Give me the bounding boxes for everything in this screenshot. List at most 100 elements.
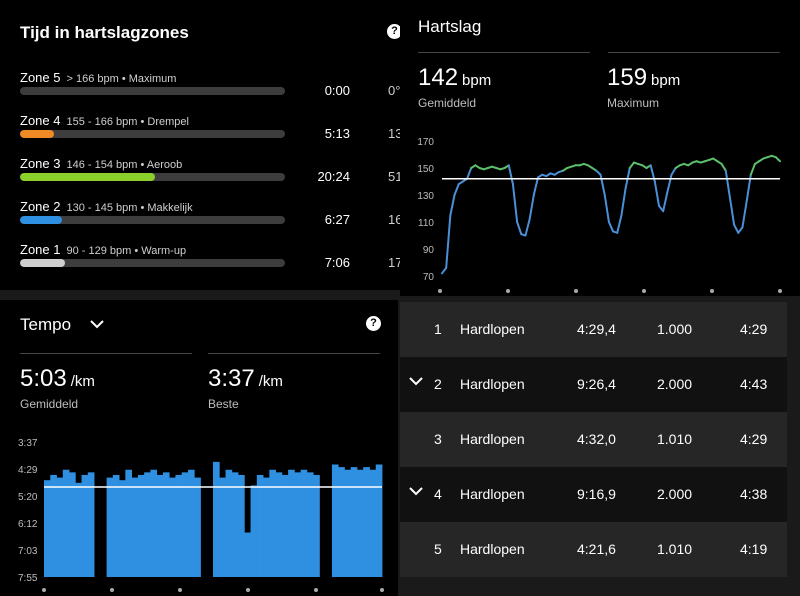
pace-bar: [300, 469, 308, 577]
zone-label: Zone 5 > 166 bpm • Maximum: [20, 70, 176, 85]
pace-bar: [112, 474, 120, 577]
zone-percent: 51°: [388, 169, 400, 184]
pace-bar: [125, 469, 133, 577]
hr-line-segment: [511, 183, 519, 223]
pace-bar: [288, 469, 295, 577]
zone-name: Zone 3: [20, 156, 61, 171]
hr-line-segment: [607, 221, 615, 233]
hr-line-segment: [662, 191, 669, 213]
hr-line-segment: [616, 214, 623, 234]
pace-bar: [81, 474, 89, 577]
zone-name: Zone 2: [20, 199, 61, 214]
zone-bar-fill: [20, 259, 66, 267]
zone-row: Zone 2 130 - 145 bpm • Makkelijk 6:27 16°: [20, 199, 400, 239]
pace-bar: [131, 477, 139, 577]
hr-line-segment: [670, 167, 677, 176]
lap-number: 1: [434, 321, 442, 337]
chevron-down-icon[interactable]: [408, 483, 424, 499]
y-tick-label: 7:03: [18, 546, 38, 557]
hr-line-segment: [728, 196, 736, 226]
y-tick-label: 130: [417, 191, 434, 202]
lap-type: Hardlopen: [460, 486, 525, 502]
hr-line-segment: [774, 156, 781, 163]
hr-line-segment: [620, 187, 627, 217]
best-pace-value: 3:37/km: [208, 365, 283, 393]
zones-title: Tijd in hartslagzones: [20, 23, 189, 42]
lap-row[interactable]: 3 Hardlopen 4:32,0 1.010 4:29: [400, 412, 787, 467]
pace-bar: [363, 467, 370, 577]
pace-bar: [231, 472, 239, 577]
lap-number: 2: [434, 376, 442, 392]
y-tick-label: 7:55: [18, 573, 38, 584]
zone-bar: [20, 216, 285, 224]
x-tick-dot: [506, 289, 510, 293]
hr-line-segment: [733, 223, 740, 234]
question-icon[interactable]: ?: [387, 24, 400, 39]
pace-bar: [219, 477, 226, 577]
pace-bar: [375, 464, 383, 577]
y-tick-label: 150: [417, 164, 434, 175]
pace-bar: [137, 474, 145, 577]
zone-percent: 16°: [388, 212, 400, 227]
hr-line-segment: [599, 173, 606, 196]
zone-bar: [20, 259, 285, 267]
zone-row: Zone 1 90 - 129 bpm • Warm-up 7:06 17°: [20, 242, 400, 282]
best-pace-label: Beste: [208, 397, 239, 411]
heart-rate-panel: Hartslag 142 bpm Gemiddeld 159 bpm Maximum…: [400, 0, 800, 296]
lap-row[interactable]: 5 Hardlopen 4:21,6 1.010 4:19: [400, 522, 787, 577]
hr-line-segment: [516, 221, 523, 236]
lap-time: 4:32,0: [577, 431, 616, 447]
lap-row[interactable]: 4 Hardlopen 9:16,9 2.000 4:38: [400, 467, 787, 522]
x-tick-dot: [42, 588, 46, 592]
lap-time: 9:16,9: [577, 486, 616, 502]
lap-type: Hardlopen: [460, 321, 525, 337]
best-pace-number: 3:37: [208, 365, 255, 392]
lap-row[interactable]: 1 Hardlopen 4:29,4 1.000 4:29: [400, 302, 787, 357]
pace-bar: [313, 474, 320, 577]
y-tick-label: 5:20: [18, 492, 38, 503]
x-tick-dot: [574, 289, 578, 293]
x-tick-dot: [380, 588, 384, 592]
x-tick-dot: [778, 289, 782, 293]
zone-percent: 13°: [388, 126, 400, 141]
hr-line-segment: [628, 161, 635, 169]
question-icon[interactable]: ?: [366, 316, 381, 331]
zone-row: Zone 5 > 166 bpm • Maximum 0:00 0°: [20, 70, 400, 110]
lap-pace: 4:19: [740, 541, 768, 557]
lap-number: 3: [434, 431, 442, 447]
divider: [418, 52, 590, 53]
hr-zones-panel: Tijd in hartslagzones ? Zone 5 > 166 bpm …: [0, 0, 400, 290]
hr-line-segment: [603, 194, 610, 223]
heart-rate-chart[interactable]: 170 150 130 110 90 70: [400, 116, 800, 296]
pace-bar: [256, 474, 264, 577]
pace-chart[interactable]: 3:37 4:29 5:20 6:12 7:03 7:55: [0, 432, 398, 592]
zone-desc: 155 - 166 bpm • Drempel: [66, 116, 189, 128]
divider: [608, 52, 780, 53]
pace-bar: [356, 469, 364, 577]
pace-bar: [213, 461, 220, 577]
chevron-down-icon[interactable]: [90, 320, 104, 330]
hr-line-segment: [441, 266, 448, 275]
lap-distance: 1.010: [657, 431, 693, 447]
zone-name: Zone 5: [20, 70, 61, 85]
pace-bar: [175, 474, 183, 577]
avg-pace-value: 5:03/km: [20, 365, 95, 393]
zone-percent: 0°: [388, 83, 400, 98]
zone-bar: [20, 130, 285, 138]
hr-line-segment: [528, 194, 535, 221]
zone-row: Zone 4 155 - 166 bpm • Drempel 5:13 13°: [20, 113, 400, 153]
avg-pace-number: 5:03: [20, 365, 67, 392]
pace-bar: [119, 480, 126, 577]
x-tick-dot: [314, 588, 318, 592]
lap-distance: 1.000: [657, 321, 693, 337]
zone-label: Zone 4 155 - 166 bpm • Drempel: [20, 113, 189, 128]
max-hr-number: 159: [607, 64, 648, 91]
hr-line-segment: [749, 162, 756, 176]
pace-bar: [263, 477, 270, 577]
lap-pace: 4:29: [740, 321, 768, 337]
lap-type: Hardlopen: [460, 541, 525, 557]
chevron-down-icon[interactable]: [408, 373, 424, 389]
zone-time: 7:06: [324, 255, 350, 270]
lap-row[interactable]: 2 Hardlopen 9:26,4 2.000 4:43: [400, 357, 787, 412]
zone-label: Zone 3 146 - 154 bpm • Aeroob: [20, 156, 182, 171]
